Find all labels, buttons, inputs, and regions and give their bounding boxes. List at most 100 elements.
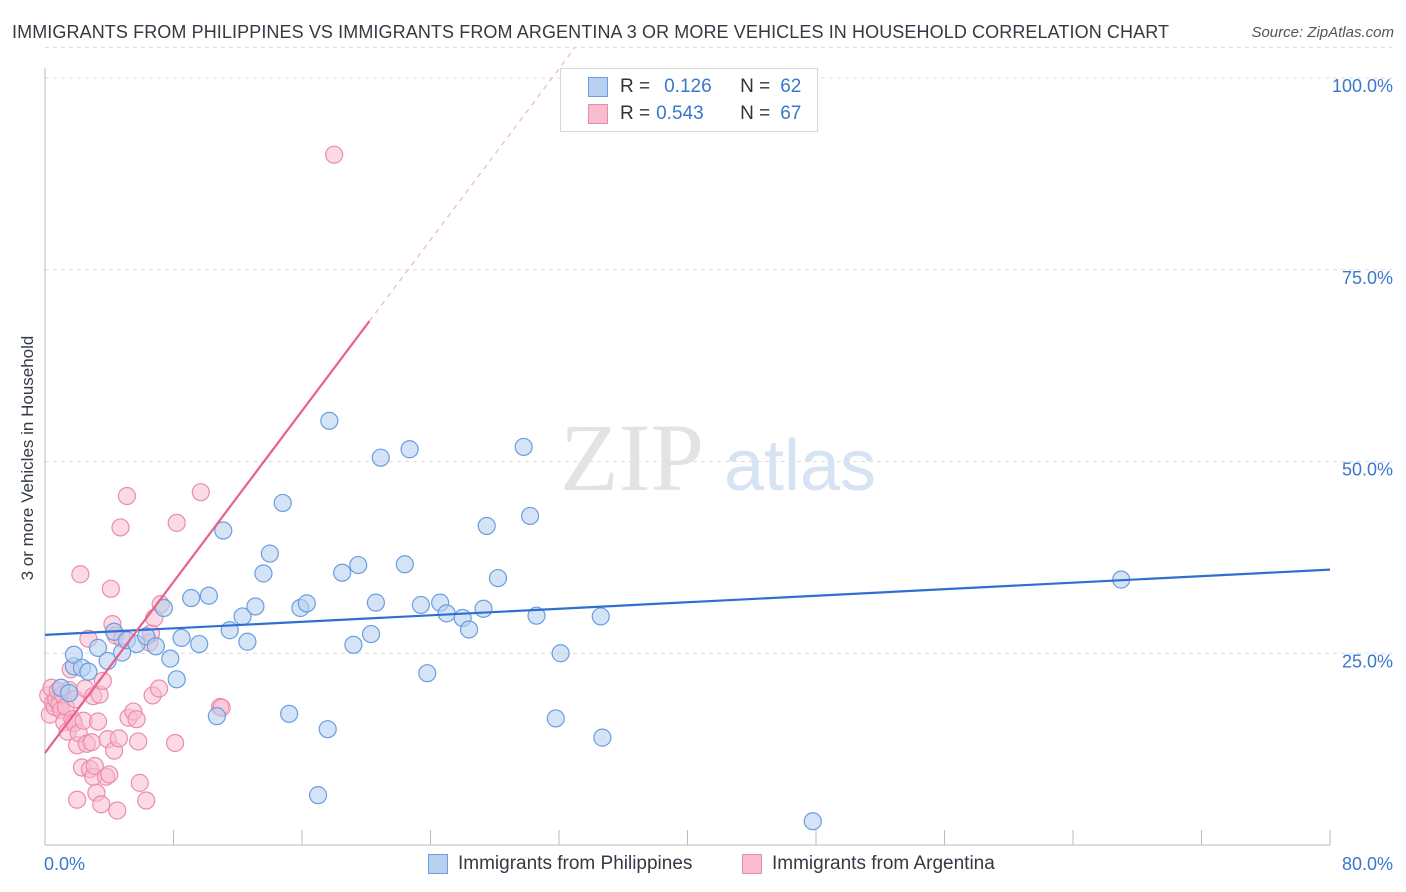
argentina-point bbox=[127, 710, 146, 729]
philippines-point bbox=[459, 620, 479, 639]
argentina-point bbox=[82, 733, 101, 752]
argentina-point bbox=[68, 790, 87, 809]
correlation-legend: R = 0.126 N = 62 R = 0.543 N = 67 bbox=[560, 68, 818, 132]
philippines-point bbox=[527, 606, 546, 625]
philippines-point bbox=[308, 786, 328, 805]
philippines-point bbox=[161, 649, 180, 668]
bottom-legend-philippines: Immigrants from Philippines bbox=[428, 852, 692, 876]
tick-labels: 25.0% 50.0% 75.0% 100.0% 0.0% 80.0% bbox=[44, 76, 1393, 874]
argentina-point bbox=[85, 756, 104, 776]
argentina-point bbox=[129, 732, 148, 751]
philippines-point bbox=[474, 599, 493, 618]
argentina-point bbox=[166, 733, 185, 753]
philippines-point bbox=[349, 555, 368, 575]
argentina-point bbox=[111, 518, 130, 537]
argentina-point bbox=[101, 579, 120, 598]
argentina-point bbox=[137, 791, 156, 810]
argentina-point bbox=[100, 765, 119, 784]
argentina-point bbox=[167, 513, 186, 532]
philippines-point bbox=[546, 709, 565, 728]
philippines-point bbox=[318, 720, 337, 739]
argentina-point bbox=[108, 801, 127, 820]
philippines-point bbox=[246, 597, 265, 616]
legend-row-argentina: R = 0.543 N = 67 bbox=[588, 102, 801, 126]
philippines-point bbox=[371, 448, 390, 467]
argentina-trend-extension bbox=[368, 46, 576, 322]
gridlines bbox=[45, 46, 1392, 654]
legend-swatch-argentina bbox=[588, 104, 608, 124]
argentina-point bbox=[117, 486, 137, 506]
trend-lines bbox=[44, 46, 1331, 754]
philippines-point bbox=[488, 568, 508, 588]
philippines-point bbox=[260, 544, 279, 563]
argentina-point bbox=[88, 712, 108, 731]
philippines-point bbox=[361, 624, 381, 644]
philippines-point bbox=[477, 516, 496, 536]
argentina-point bbox=[191, 483, 210, 502]
philippines-point bbox=[333, 563, 352, 582]
x-tick-label-max: 80.0% bbox=[1342, 854, 1393, 874]
x-tick-label-min: 0.0% bbox=[44, 854, 85, 874]
argentina-point bbox=[149, 679, 169, 698]
watermark-zip: ZIP bbox=[560, 404, 704, 511]
argentina-point bbox=[325, 145, 344, 164]
philippines-point bbox=[273, 493, 292, 513]
watermark-atlas: atlas bbox=[724, 426, 876, 506]
philippines-point bbox=[411, 595, 430, 615]
philippines-point bbox=[167, 670, 186, 689]
source-label: Source: ZipAtlas.com bbox=[1251, 24, 1394, 41]
philippines-point bbox=[146, 637, 165, 656]
philippines-point bbox=[172, 628, 191, 648]
argentina-point bbox=[71, 565, 90, 584]
legend-swatch-philippines bbox=[588, 77, 608, 97]
philippines-trend-line bbox=[44, 568, 1331, 636]
philippines-point bbox=[591, 607, 610, 626]
chart-title: IMMIGRANTS FROM PHILIPPINES VS IMMIGRANT… bbox=[12, 22, 1170, 42]
bottom-legend-label-philippines: Immigrants from Philippines bbox=[458, 853, 693, 874]
philippines-point bbox=[199, 586, 218, 605]
philippines-point bbox=[207, 707, 226, 726]
legend-r-label: R = bbox=[620, 76, 651, 97]
y-tick-label: 75.0% bbox=[1342, 268, 1393, 288]
philippines-point bbox=[520, 506, 540, 526]
legend-n-label: N = bbox=[740, 76, 771, 97]
legend-n-value-philippines: 62 bbox=[780, 76, 802, 97]
philippines-point bbox=[400, 440, 419, 459]
philippines-point bbox=[154, 598, 173, 618]
bottom-legend-argentina: Immigrants from Argentina bbox=[742, 852, 995, 876]
philippines-point bbox=[214, 521, 233, 540]
philippines-point bbox=[190, 634, 209, 654]
bottom-legend-swatch-philippines bbox=[428, 854, 448, 874]
legend-r-value-philippines: 0.126 bbox=[664, 76, 712, 97]
philippines-point bbox=[593, 728, 612, 747]
philippines-point bbox=[366, 593, 385, 612]
philippines-point bbox=[79, 662, 98, 681]
argentina-point bbox=[93, 671, 112, 690]
philippines-point bbox=[514, 437, 533, 457]
legend-n-label: N = bbox=[740, 103, 771, 124]
philippines-point bbox=[395, 555, 414, 574]
y-tick-label: 25.0% bbox=[1342, 651, 1393, 671]
philippines-point bbox=[551, 644, 570, 663]
philippines-point bbox=[182, 588, 201, 608]
bottom-legend-label-argentina: Immigrants from Argentina bbox=[772, 853, 995, 874]
legend-r-label: R = bbox=[620, 103, 651, 124]
y-tick-label: 50.0% bbox=[1342, 460, 1393, 480]
argentina-point bbox=[109, 729, 128, 748]
legend-n-value-argentina: 67 bbox=[780, 103, 802, 124]
philippines-point bbox=[238, 632, 257, 651]
philippines-point bbox=[280, 704, 299, 723]
philippines-point bbox=[320, 411, 339, 430]
legend-r-value-argentina: 0.543 bbox=[656, 103, 704, 124]
y-tick-label: 100.0% bbox=[1332, 76, 1393, 96]
philippines-point bbox=[88, 638, 108, 657]
argentina-trend-line bbox=[44, 320, 371, 754]
philippines-point bbox=[297, 594, 316, 613]
legend-row-philippines: R = 0.126 N = 62 bbox=[588, 75, 801, 99]
philippines-point bbox=[418, 664, 437, 683]
philippines-point bbox=[59, 684, 79, 703]
philippines-point bbox=[254, 564, 273, 583]
argentina-point bbox=[92, 795, 111, 814]
philippines-point bbox=[64, 645, 84, 664]
